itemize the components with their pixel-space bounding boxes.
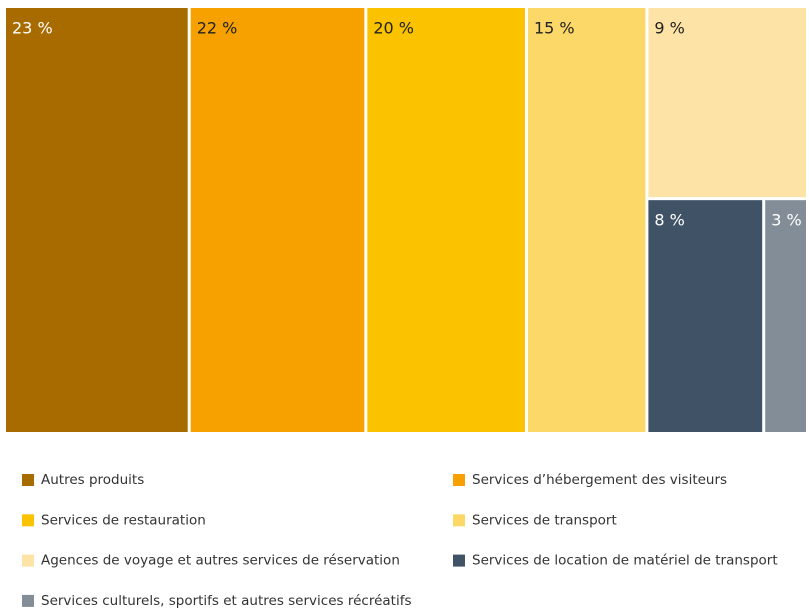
treemap-cell: [765, 200, 806, 432]
treemap-cell: [648, 200, 763, 432]
treemap-cell: [527, 8, 646, 432]
legend-label: Services de location de matériel de tran…: [472, 553, 778, 569]
legend-label: Services de transport: [472, 512, 617, 528]
legend-swatch: [453, 554, 465, 567]
value-label: 15 %: [534, 19, 575, 38]
value-label: 9 %: [654, 19, 684, 38]
legend-swatch: [453, 514, 465, 527]
value-label: 8 %: [654, 211, 684, 230]
value-label: 22 %: [197, 19, 238, 38]
value-label: 23 %: [12, 19, 53, 38]
legend-label: Agences de voyage et autres services de …: [41, 553, 400, 569]
legend-label: Services de restauration: [41, 512, 206, 528]
legend-label: Autres produits: [41, 472, 144, 488]
legend-swatch: [453, 474, 465, 486]
treemap-cell: [648, 8, 806, 198]
treemap-cell: [6, 8, 188, 432]
legend-label: Services d’hébergement des visiteurs: [472, 472, 727, 488]
legend-swatch: [22, 474, 34, 486]
treemap-cell: [190, 8, 365, 432]
legend-label: Services culturels, sportifs et autres s…: [41, 593, 411, 609]
legend-swatch: [22, 554, 34, 567]
treemap-cell: [367, 8, 525, 432]
value-label: 3 %: [771, 211, 801, 230]
legend-swatch: [22, 514, 34, 527]
legend-swatch: [22, 594, 34, 607]
value-label: 20 %: [373, 19, 414, 38]
